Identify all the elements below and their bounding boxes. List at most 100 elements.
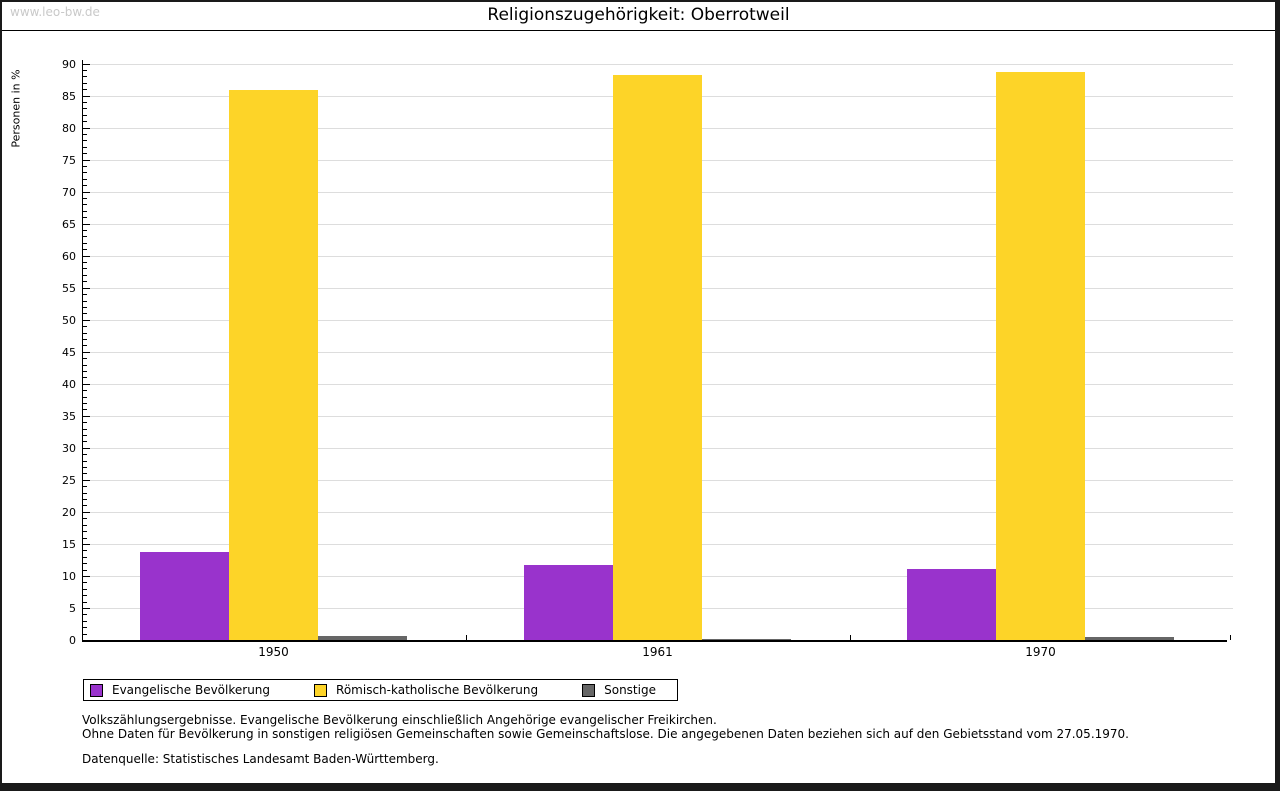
y-minor-tick [83, 364, 87, 366]
legend-swatch-icon [582, 683, 596, 697]
y-minor-tick [83, 588, 87, 590]
grid-line [82, 63, 1233, 65]
y-minor-tick [83, 435, 87, 437]
y-minor-tick [83, 172, 87, 174]
y-minor-tick [83, 210, 87, 212]
y-minor-tick [83, 531, 87, 533]
bar-evangelische-1961 [524, 565, 613, 640]
footnote-line-1: Volkszählungsergebnisse. Evangelische Be… [82, 713, 717, 727]
y-minor-tick [83, 262, 87, 264]
y-minor-tick [83, 153, 87, 155]
y-minor-tick [83, 396, 87, 398]
site-watermark: www.leo-bw.de [10, 5, 100, 19]
y-minor-tick [83, 338, 87, 340]
y-minor-tick [83, 370, 87, 372]
y-minor-tick [83, 492, 87, 494]
x-boundary-tick [1230, 635, 1231, 640]
y-major-tick [83, 127, 90, 129]
y-minor-tick [83, 358, 87, 360]
y-minor-tick [83, 441, 87, 443]
bar-rmisch-katholische-1961 [613, 75, 702, 640]
y-minor-tick [83, 473, 87, 475]
y-minor-tick [83, 294, 87, 296]
y-minor-tick [83, 601, 87, 603]
bar-sonstige-1950 [318, 636, 407, 640]
y-minor-tick [83, 460, 87, 462]
legend-item: Evangelische Bevölkerung [90, 683, 270, 697]
y-minor-tick [83, 633, 87, 635]
y-minor-tick [83, 76, 87, 78]
y-major-tick [83, 159, 90, 161]
x-axis-line [82, 640, 1227, 642]
y-tick-label: 85 [62, 89, 76, 103]
y-tick-label: 50 [62, 313, 76, 327]
y-minor-tick [83, 499, 87, 501]
y-tick-label: 90 [62, 57, 76, 71]
y-minor-tick [83, 281, 87, 283]
y-minor-tick [83, 627, 87, 629]
y-tick-label: 40 [62, 377, 76, 391]
y-minor-tick [83, 556, 87, 558]
y-minor-tick [83, 454, 87, 456]
y-tick-label: 0 [69, 634, 76, 647]
legend-label: Römisch-katholische Bevölkerung [336, 683, 539, 697]
y-major-tick [83, 415, 90, 417]
y-minor-tick [83, 326, 87, 328]
y-minor-tick [83, 390, 87, 392]
y-major-tick [83, 63, 90, 65]
y-major-tick [83, 223, 90, 225]
y-tick-label: 75 [62, 153, 76, 167]
y-tick-label: 45 [62, 345, 76, 359]
y-axis-line [82, 59, 83, 641]
y-minor-tick [83, 133, 87, 135]
y-minor-tick [83, 114, 87, 116]
y-major-tick [83, 607, 90, 609]
y-tick-label: 55 [62, 281, 76, 295]
y-minor-tick [83, 121, 87, 123]
legend-item: Römisch-katholische Bevölkerung [314, 683, 538, 697]
y-minor-tick [83, 236, 87, 238]
footnote-line-2: Ohne Daten für Bevölkerung in sonstigen … [82, 726, 1129, 741]
y-tick-label: 30 [62, 441, 76, 455]
y-major-tick [83, 511, 90, 513]
y-minor-tick [83, 82, 87, 84]
bar-sonstige-1970 [1085, 637, 1174, 640]
y-minor-tick [83, 563, 87, 565]
data-source-text: Datenquelle: Statistisches Landesamt Bad… [82, 752, 439, 766]
y-tick-label: 80 [62, 121, 76, 135]
y-minor-tick [83, 230, 87, 232]
y-major-tick [83, 543, 90, 545]
legend-label: Evangelische Bevölkerung [112, 683, 271, 697]
y-minor-tick [83, 198, 87, 200]
legend-item: Sonstige [582, 683, 656, 697]
y-minor-tick [83, 595, 87, 597]
y-tick-label: 35 [62, 409, 76, 423]
y-minor-tick [83, 377, 87, 379]
y-tick-label: 65 [62, 217, 76, 231]
y-tick-label: 10 [62, 569, 76, 583]
x-boundary-tick [850, 635, 851, 640]
y-minor-tick [83, 178, 87, 180]
y-major-tick [83, 383, 90, 385]
y-tick-label: 5 [69, 601, 76, 615]
x-category-label-1961: 1961 [642, 645, 673, 659]
y-minor-tick [83, 204, 87, 206]
y-minor-tick [83, 428, 87, 430]
y-minor-tick [83, 306, 87, 308]
y-major-tick [83, 255, 90, 257]
y-minor-tick [83, 402, 87, 404]
y-minor-tick [83, 242, 87, 244]
y-minor-tick [83, 332, 87, 334]
y-minor-tick [83, 185, 87, 187]
y-major-tick [83, 287, 90, 289]
y-minor-tick [83, 518, 87, 520]
y-major-tick [83, 351, 90, 353]
y-minor-tick [83, 620, 87, 622]
y-minor-tick [83, 300, 87, 302]
y-minor-tick [83, 249, 87, 251]
y-tick-label: 25 [62, 473, 76, 487]
bar-rmisch-katholische-1970 [996, 72, 1085, 640]
y-major-tick [83, 447, 90, 449]
y-axis-title: Personen in % [9, 69, 23, 148]
